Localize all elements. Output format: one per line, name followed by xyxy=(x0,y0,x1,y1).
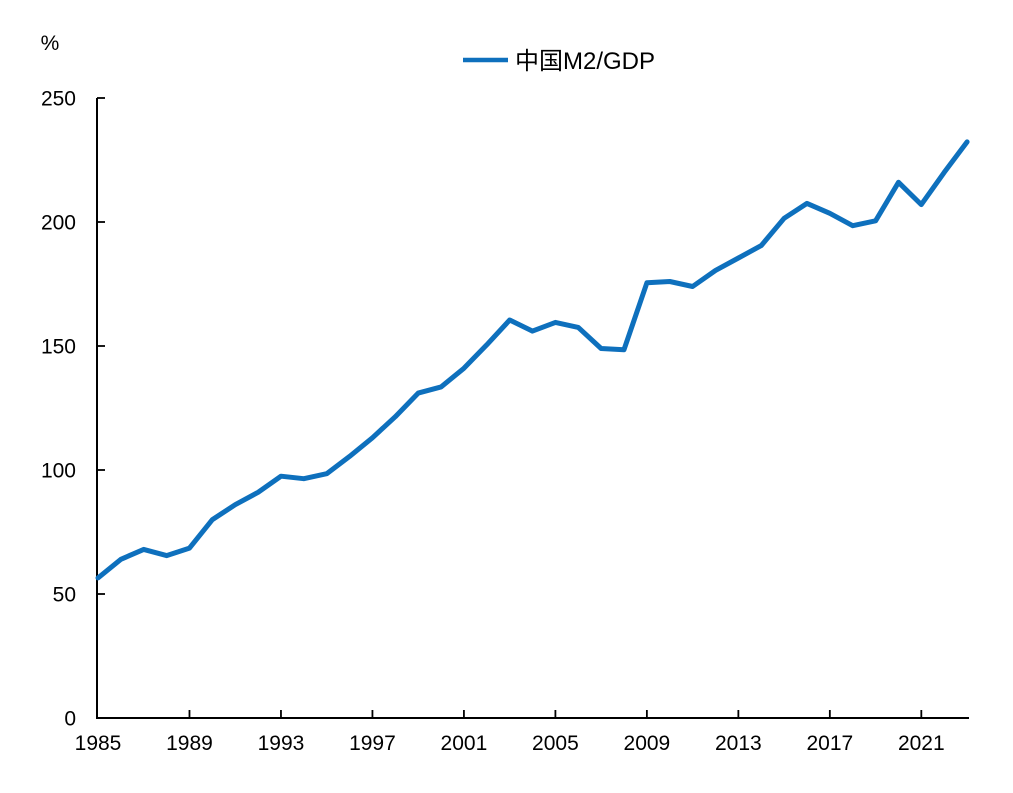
legend-label: 中国M2/GDP xyxy=(515,48,655,75)
y-tick-label: 150 xyxy=(41,336,76,359)
x-tick-label: 2021 xyxy=(898,732,945,755)
y-axis-unit-label: % xyxy=(41,32,60,55)
x-tick-label: 1993 xyxy=(258,732,305,755)
x-tick-label: 1997 xyxy=(349,732,396,755)
data-line-m2-gdp xyxy=(95,139,970,581)
x-tick-label: 2013 xyxy=(715,732,762,755)
x-tick-label: 2009 xyxy=(624,732,671,755)
y-tick-label: 0 xyxy=(64,708,76,731)
y-tick-label: 200 xyxy=(41,212,76,235)
x-tick-label: 1985 xyxy=(75,732,122,755)
x-tick-label: 2005 xyxy=(532,732,579,755)
y-tick-label: 250 xyxy=(41,88,76,111)
x-tick-label: 1989 xyxy=(166,732,213,755)
y-tick-label: 50 xyxy=(53,584,76,607)
legend: 中国M2/GDP xyxy=(463,48,655,75)
x-tick-label: 2001 xyxy=(441,732,488,755)
y-tick-label: 100 xyxy=(41,460,76,483)
x-tick-label: 2017 xyxy=(806,732,853,755)
